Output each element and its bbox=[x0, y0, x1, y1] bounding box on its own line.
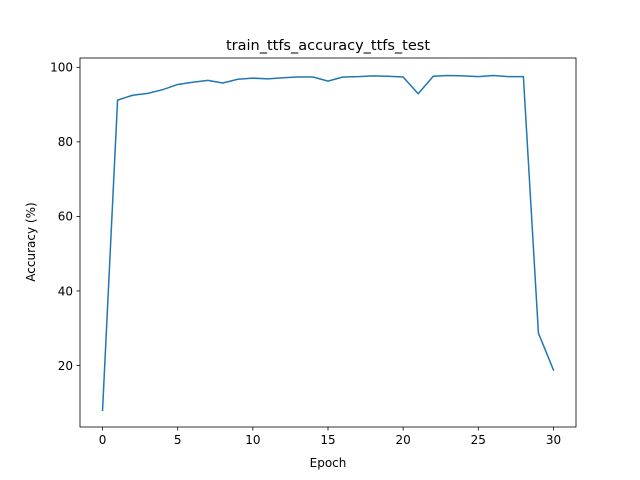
x-tick-label: 25 bbox=[471, 433, 486, 447]
y-tick-label: 40 bbox=[58, 284, 73, 298]
x-tick-label: 10 bbox=[245, 433, 260, 447]
x-tick-label: 30 bbox=[546, 433, 561, 447]
x-tick-label: 15 bbox=[320, 433, 335, 447]
series-line-0 bbox=[101, 74, 555, 412]
x-axis-label: Epoch bbox=[310, 456, 347, 470]
x-tick-label: 5 bbox=[174, 433, 182, 447]
y-tick-label: 80 bbox=[58, 135, 73, 149]
chart-title: train_ttfs_accuracy_ttfs_test bbox=[226, 38, 430, 54]
plot-area: 0 5 10 15 20 25 30 20 40 60 80 100 bbox=[50, 57, 577, 447]
y-tick-label: 20 bbox=[58, 359, 73, 373]
y-axis-label: Accuracy (%) bbox=[24, 202, 38, 281]
y-tick-label: 60 bbox=[58, 210, 73, 224]
y-tick-label: 100 bbox=[50, 61, 73, 75]
x-tick-label: 0 bbox=[99, 433, 107, 447]
axes-frame bbox=[79, 57, 577, 428]
x-tick-label: 20 bbox=[396, 433, 411, 447]
